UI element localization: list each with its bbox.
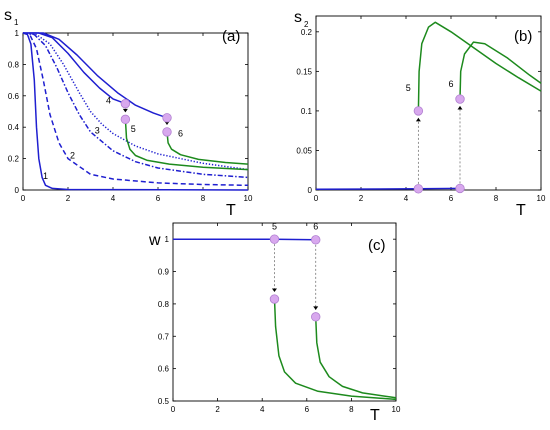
point-marker bbox=[269, 294, 280, 304]
y-tick-label: 0 bbox=[308, 186, 313, 195]
series-line-unlabeled bbox=[23, 32, 126, 105]
series-line-unlabeled bbox=[173, 238, 316, 241]
curve-label: 5 bbox=[131, 124, 136, 134]
x-tick-label: 10 bbox=[244, 194, 253, 203]
point-marker bbox=[120, 114, 131, 125]
y-tick-label: 0.1 bbox=[301, 107, 313, 116]
plot-frame bbox=[22, 32, 249, 191]
y-axis-label-subscript: 1 bbox=[14, 18, 19, 27]
series-line-6 bbox=[166, 131, 249, 165]
y-tick-label: 0.8 bbox=[158, 300, 170, 309]
y-tick-label: 0.4 bbox=[8, 123, 20, 132]
series-line-3 bbox=[22, 32, 249, 179]
y-axis-label-subscript: 2 bbox=[304, 20, 309, 29]
y-tick-label: 0.15 bbox=[296, 67, 312, 76]
y-tick-label: 0.2 bbox=[301, 28, 313, 37]
panel-tag: (a) bbox=[222, 28, 240, 45]
point-marker bbox=[413, 106, 424, 116]
plot-frame bbox=[172, 222, 397, 402]
y-tick-label: 0.6 bbox=[8, 92, 20, 101]
x-tick-label: 2 bbox=[66, 194, 71, 203]
curve-label: 5 bbox=[406, 83, 411, 93]
curve-label: 6 bbox=[178, 129, 183, 139]
y-tick-label: 0.8 bbox=[8, 60, 20, 69]
point-marker bbox=[162, 127, 172, 137]
y-axis-label: s bbox=[294, 9, 302, 26]
curve-label: 6 bbox=[448, 79, 453, 89]
curve-label: 5 bbox=[272, 221, 277, 231]
x-axis-label: T bbox=[516, 202, 526, 219]
x-tick-label: 8 bbox=[349, 405, 354, 414]
curve-label: 3 bbox=[95, 125, 100, 135]
x-tick-label: 10 bbox=[537, 194, 546, 203]
x-tick-label: 4 bbox=[404, 194, 409, 203]
point-marker bbox=[311, 312, 321, 322]
point-marker bbox=[120, 98, 131, 109]
arrow-head bbox=[122, 108, 128, 113]
x-tick-label: 10 bbox=[392, 405, 401, 414]
series-line-unlabeled bbox=[315, 187, 463, 190]
series-line-1 bbox=[22, 32, 249, 191]
point-marker bbox=[162, 113, 172, 123]
x-tick-label: 0 bbox=[21, 194, 26, 203]
x-axis-label: T bbox=[370, 407, 380, 424]
x-tick-label: 8 bbox=[494, 194, 499, 203]
series-line-2 bbox=[22, 32, 249, 187]
y-tick-label: 0.5 bbox=[158, 397, 170, 406]
x-tick-label: 2 bbox=[359, 194, 364, 203]
y-tick-label: 0.7 bbox=[158, 332, 170, 341]
x-tick-label: 8 bbox=[201, 194, 206, 203]
series-line-6 bbox=[314, 316, 397, 399]
plot-frame bbox=[315, 15, 542, 191]
series-line-4 bbox=[22, 32, 249, 171]
x-tick-label: 4 bbox=[111, 194, 116, 203]
arrow-head bbox=[313, 306, 319, 310]
curve-label: 4 bbox=[106, 96, 111, 106]
series-line-6 bbox=[459, 41, 542, 100]
arrow-head bbox=[415, 117, 421, 122]
point-marker bbox=[269, 234, 280, 244]
panel-tag: (c) bbox=[368, 237, 386, 254]
y-tick-label: 0 bbox=[15, 186, 20, 195]
y-tick-label: 0.05 bbox=[296, 146, 312, 155]
curve-label: 2 bbox=[70, 151, 75, 161]
point-marker bbox=[455, 94, 465, 104]
arrow-head bbox=[271, 288, 277, 293]
x-tick-label: 6 bbox=[305, 405, 310, 414]
panel-tag: (b) bbox=[514, 28, 532, 45]
x-tick-label: 2 bbox=[215, 405, 220, 414]
point-marker bbox=[311, 235, 321, 245]
y-tick-label: 0.6 bbox=[158, 365, 170, 374]
x-tick-label: 0 bbox=[171, 405, 176, 414]
series-line-unlabeled bbox=[23, 32, 168, 119]
x-tick-label: 6 bbox=[449, 194, 454, 203]
curve-label: 1 bbox=[43, 171, 48, 181]
y-tick-label: 1 bbox=[165, 235, 170, 244]
x-tick-label: 4 bbox=[260, 405, 265, 414]
series-line-5 bbox=[124, 119, 249, 171]
y-tick-label: 0.2 bbox=[8, 155, 20, 164]
x-axis-label: T bbox=[226, 202, 236, 219]
y-axis-label: s bbox=[4, 7, 12, 24]
y-tick-label: 0.9 bbox=[158, 268, 170, 277]
series-line-5 bbox=[417, 21, 542, 111]
arrow-head bbox=[457, 106, 463, 110]
panel-c: 0 2 4 6 8 10 0.5 0.6 0.7 0.8 0.9 1 5 6 w T (c) bbox=[148, 221, 401, 424]
curve-label: 6 bbox=[313, 221, 318, 231]
y-tick-label: 1 bbox=[15, 29, 20, 38]
series-line-5 bbox=[273, 299, 397, 401]
point-marker bbox=[413, 184, 424, 194]
x-tick-label: 0 bbox=[314, 194, 319, 203]
point-marker bbox=[455, 183, 465, 194]
x-tick-label: 6 bbox=[156, 194, 161, 203]
y-axis-label: w bbox=[148, 232, 161, 249]
